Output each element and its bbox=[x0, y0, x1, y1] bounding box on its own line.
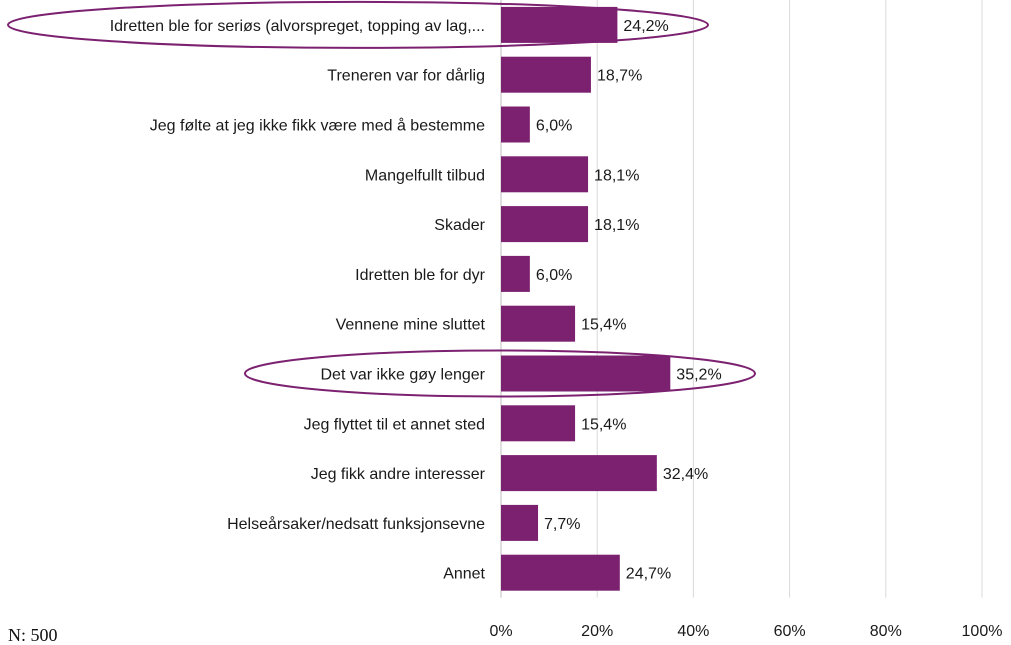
bar bbox=[501, 355, 671, 392]
data-label: 15,4% bbox=[581, 317, 626, 334]
category-label: Vennene mine sluttet bbox=[336, 317, 486, 334]
bar bbox=[501, 106, 530, 143]
bar bbox=[501, 255, 530, 292]
x-tick-label: 100% bbox=[962, 623, 1003, 640]
bar bbox=[501, 206, 589, 243]
category-label: Jeg flyttet til et annet sted bbox=[304, 416, 485, 433]
sample-size-note: N: 500 bbox=[8, 625, 58, 645]
data-label: 15,4% bbox=[581, 416, 626, 433]
category-label: Jeg fikk andre interesser bbox=[311, 466, 486, 483]
x-tick-label: 20% bbox=[581, 623, 613, 640]
bar bbox=[501, 455, 657, 492]
bar bbox=[501, 504, 539, 541]
highlight-ellipse bbox=[244, 349, 756, 398]
category-label: Det var ikke gøy lenger bbox=[320, 367, 485, 384]
data-label: 18,1% bbox=[594, 217, 639, 234]
category-label: Helseårsaker/nedsatt funksjonsevne bbox=[227, 515, 485, 533]
bar bbox=[501, 56, 591, 93]
bar bbox=[501, 305, 576, 342]
bar bbox=[501, 6, 618, 43]
x-tick-label: 60% bbox=[774, 623, 806, 640]
category-label: Jeg følte at jeg ikke fikk være med å be… bbox=[150, 117, 485, 135]
data-label: 18,7% bbox=[597, 68, 642, 85]
data-label: 24,7% bbox=[626, 566, 671, 583]
category-label: Annet bbox=[443, 566, 485, 583]
bar bbox=[501, 156, 589, 193]
data-label: 6,0% bbox=[536, 267, 572, 284]
bar bbox=[501, 405, 576, 442]
data-label: 6,0% bbox=[536, 118, 572, 135]
x-tick-label: 0% bbox=[489, 623, 512, 640]
x-tick-label: 40% bbox=[677, 623, 709, 640]
bar bbox=[501, 554, 620, 591]
data-label: 32,4% bbox=[663, 466, 708, 483]
category-label: Skader bbox=[434, 217, 485, 234]
category-label: Treneren var for dårlig bbox=[327, 67, 485, 85]
category-label: Idretten ble for seriøs (alvorspreget, t… bbox=[110, 18, 485, 35]
x-tick-label: 80% bbox=[870, 623, 902, 640]
category-label: Mangelfullt tilbud bbox=[365, 167, 485, 184]
data-label: 24,2% bbox=[623, 18, 668, 35]
highlight-ellipse bbox=[7, 0, 709, 49]
data-label: 35,2% bbox=[676, 367, 721, 384]
data-label: 7,7% bbox=[544, 516, 580, 533]
category-label: Idretten ble for dyr bbox=[355, 267, 486, 284]
data-label: 18,1% bbox=[594, 167, 639, 184]
